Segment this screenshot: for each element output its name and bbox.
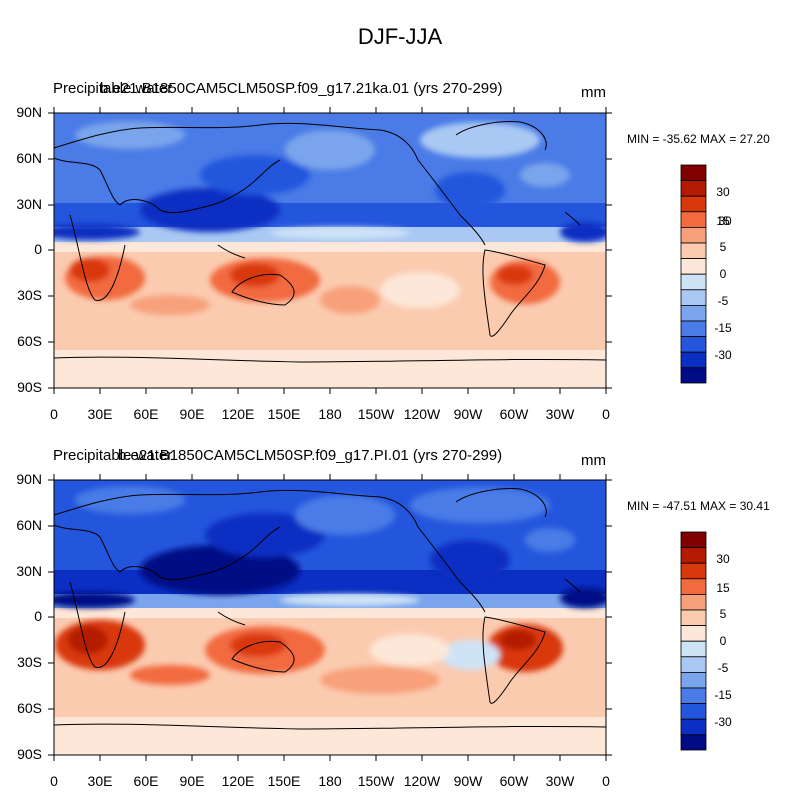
bottom-lon-label-30e: 30E	[87, 773, 113, 789]
top-cb-label-0: 0	[719, 267, 727, 281]
top-panel-title: Precipitable water b.e21.B1850CAM5CLM50S…	[53, 80, 503, 97]
bottom-cb-label-neg5: -5	[717, 661, 729, 675]
top-lat-label-0: 0	[34, 241, 42, 257]
bottom-cb-label-30: 30	[716, 552, 730, 566]
bottom-lon-label-0-end: 0	[602, 773, 610, 789]
top-lon-label-180: 180	[318, 406, 342, 422]
bottom-cb-label-neg15: -15	[714, 688, 732, 702]
bottom-coastlines	[54, 488, 606, 730]
top-lon-label-60w: 60W	[499, 406, 529, 422]
bottom-lat-label-60n: 60N	[16, 517, 42, 533]
bottom-lat-label-90n: 90N	[16, 471, 42, 487]
top-minmax-label: MIN = -35.62 MAX = 27.20	[627, 132, 770, 146]
top-axis-ticks	[48, 107, 612, 394]
top-cb-label-neg15: -15	[714, 321, 732, 335]
bottom-lon-label-150w: 150W	[357, 773, 395, 789]
bottom-precip-field	[54, 480, 606, 755]
top-lat-label-60s: 60S	[17, 333, 42, 349]
top-lat-label-90s: 90S	[17, 379, 42, 395]
bottom-lon-label-90e: 90E	[179, 773, 205, 789]
bottom-lon-label-30w: 30W	[545, 773, 575, 789]
bottom-lat-label-60s: 60S	[17, 700, 42, 716]
top-cb-label-neg5: -5	[717, 294, 729, 308]
bottom-colorbar	[680, 531, 707, 751]
top-lat-label-30s: 30S	[17, 287, 42, 303]
top-precip-field	[54, 113, 606, 388]
top-variable-label: Precipitable water	[53, 80, 173, 97]
bottom-lat-label-90s: 90S	[17, 746, 42, 762]
bottom-cb-label-5: 5	[719, 607, 727, 621]
figure-title: DJF-JJA	[357, 24, 443, 49]
bottom-cb-label-15: 15	[716, 581, 730, 595]
top-colorbar	[680, 164, 707, 384]
top-lon-label-30w: 30W	[545, 406, 575, 422]
bottom-case-label: b.e21.B1850CAM5CLM50SP.f09_g17.PI.01 (yr…	[118, 447, 503, 464]
top-lon-label-90w: 90W	[453, 406, 483, 422]
top-case-label: b.e21.B1850CAM5CLM50SP.f09_g17.21ka.01 (…	[100, 80, 503, 97]
top-lon-label-30e: 30E	[87, 406, 113, 422]
top-lon-label-120w: 120W	[403, 406, 441, 422]
top-lon-label-0-end: 0	[602, 406, 610, 422]
bottom-lat-label-0: 0	[34, 608, 42, 624]
bottom-axis-ticks	[48, 474, 612, 761]
bottom-lon-label-0: 0	[50, 773, 58, 789]
top-lon-label-150w: 150W	[357, 406, 395, 422]
top-cb-label-30: 30	[718, 214, 732, 228]
bottom-lon-label-180: 180	[318, 773, 342, 789]
top-lon-label-60e: 60E	[133, 406, 159, 422]
top-lon-label-120e: 120E	[221, 406, 255, 422]
top-lon-label-0: 0	[50, 406, 58, 422]
top-lon-label-90e: 90E	[179, 406, 205, 422]
bottom-variable-label: Precipitable water	[53, 447, 173, 464]
top-cb-label-neg30: -30	[714, 348, 732, 362]
bottom-lon-label-120w: 120W	[403, 773, 441, 789]
bottom-lon-label-60w: 60W	[499, 773, 529, 789]
bottom-minmax-label: MIN = -47.51 MAX = 30.41	[627, 499, 770, 513]
top-lat-label-60n: 60N	[16, 150, 42, 166]
top-cb-swatch-13	[680, 367, 707, 384]
top-cb-label-30-pos: 30	[716, 185, 730, 199]
bottom-lon-label-150e: 150E	[267, 773, 301, 789]
bottom-lat-label-30n: 30N	[16, 563, 42, 579]
top-lon-label-150e: 150E	[267, 406, 301, 422]
bottom-cb-swatch-0	[680, 531, 707, 549]
top-cb-swatch-0	[680, 164, 707, 182]
bottom-lon-label-90w: 90W	[453, 773, 483, 789]
bottom-panel-title: Precipitable water b.e21.B1850CAM5CLM50S…	[53, 447, 502, 464]
bottom-cb-swatch-13	[680, 734, 707, 751]
top-lat-label-30n: 30N	[16, 196, 42, 212]
bottom-lat-label-30s: 30S	[17, 654, 42, 670]
bottom-lon-label-60e: 60E	[133, 773, 159, 789]
bottom-cb-label-neg30: -30	[714, 715, 732, 729]
bottom-units-label: mm	[581, 452, 606, 469]
bottom-cb-label-0: 0	[719, 634, 727, 648]
top-cb-label-5: 5	[719, 240, 727, 254]
top-lat-label-90n: 90N	[16, 104, 42, 120]
bottom-lon-label-120e: 120E	[221, 773, 255, 789]
top-cb-label-15-pos: 15	[716, 214, 730, 228]
top-coastlines	[54, 121, 606, 363]
top-units-label: mm	[581, 84, 606, 101]
